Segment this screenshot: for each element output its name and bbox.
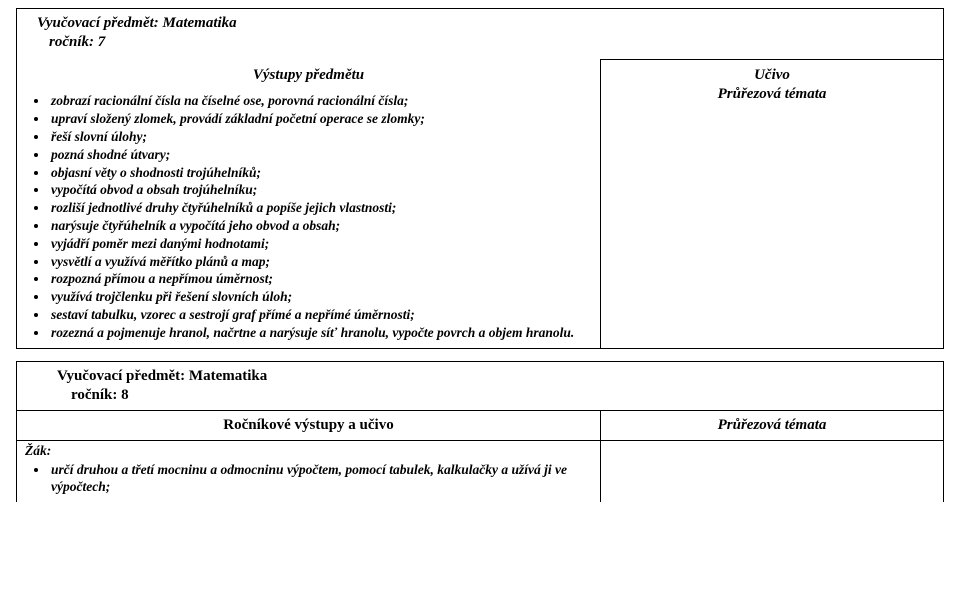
list-item: řeší slovní úlohy;: [49, 128, 594, 146]
curriculum-table-grade7: Vyučovací předmět: Matematika ročník: 7 …: [16, 8, 944, 349]
list-item: využívá trojčlenku při řešení slovních ú…: [49, 288, 594, 306]
subject-title: Vyučovací předmět: Matematika: [23, 11, 937, 34]
list-item: vyjádří poměr mezi danými hodnotami;: [49, 235, 594, 253]
outcomes-list: určí druhou a třetí mocninu a odmocninu …: [23, 461, 594, 497]
list-item: vysvětlí a využívá měřítko plánů a map;: [49, 253, 594, 271]
cross-topics-heading: Průřezová témata: [601, 410, 944, 440]
list-item: sestaví tabulku, vzorec a sestrojí graf …: [49, 306, 594, 324]
subject-title: Vyučovací předmět: Matematika: [23, 368, 937, 385]
list-item: narýsuje čtyřúhelník a vypočítá jeho obv…: [49, 217, 594, 235]
list-item: upraví složený zlomek, provádí základní …: [49, 110, 594, 128]
curriculum-table-grade8: Vyučovací předmět: Matematika ročník: 8 …: [16, 361, 944, 503]
cross-topics-heading: Průřezová témata: [607, 85, 937, 104]
curriculum-heading: Učivo: [607, 66, 937, 85]
grade-label: ročník: 8: [23, 387, 937, 404]
list-item: pozná shodné útvary;: [49, 146, 594, 164]
list-item: rozpozná přímou a nepřímou úměrnost;: [49, 270, 594, 288]
list-item: vypočítá obvod a obsah trojúhelníku;: [49, 181, 594, 199]
yearly-outcomes-heading: Ročníkové výstupy a učivo: [17, 410, 601, 440]
list-item: určí druhou a třetí mocninu a odmocninu …: [49, 461, 594, 497]
list-item: rozezná a pojmenuje hranol, načrtne a na…: [49, 324, 594, 342]
list-item: rozliší jednotlivé druhy čtyřúhelníků a …: [49, 199, 594, 217]
pupil-label: Žák:: [23, 443, 594, 459]
list-item: zobrazí racionální čísla na číselné ose,…: [49, 92, 594, 110]
outcomes-list: zobrazí racionální čísla na číselné ose,…: [23, 92, 594, 341]
grade-label: ročník: 7: [23, 34, 937, 55]
list-item: objasní věty o shodnosti trojúhelníků;: [49, 164, 594, 182]
outcomes-heading: Výstupy předmětu: [23, 62, 594, 85]
